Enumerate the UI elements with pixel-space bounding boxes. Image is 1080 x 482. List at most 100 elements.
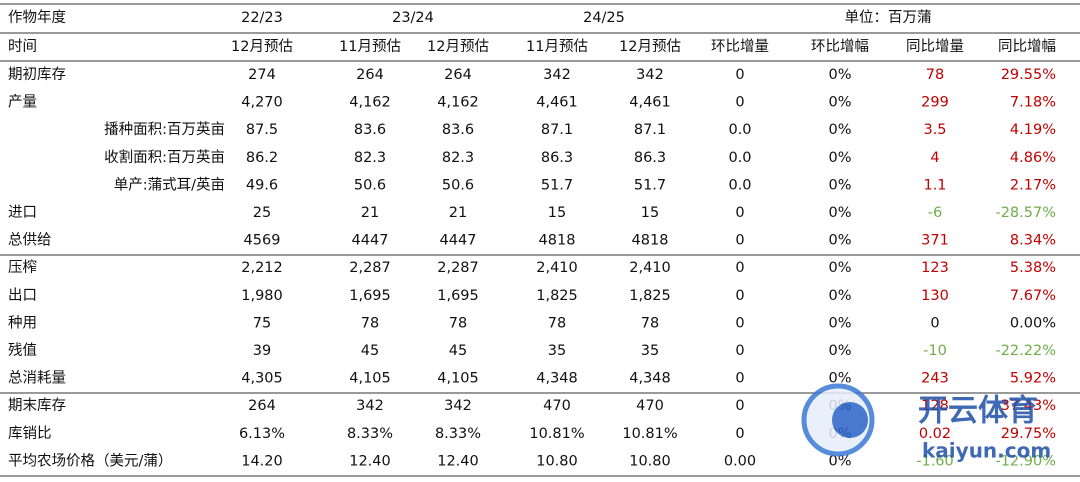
cell: 0.00 — [724, 453, 756, 469]
cell: 12.40 — [437, 453, 479, 469]
cell: 0.02 — [919, 426, 951, 442]
cell: 87.5 — [246, 122, 278, 138]
cell: 0% — [828, 453, 851, 469]
cell: 0 — [930, 315, 939, 331]
cell: 264 — [248, 398, 276, 414]
cell: 0 — [735, 343, 744, 359]
year: 22/23 — [241, 10, 283, 26]
cell: 0 — [735, 205, 744, 221]
cell: 51.7 — [541, 177, 573, 193]
cell: 87.1 — [541, 122, 573, 138]
cell: 0 — [735, 426, 744, 442]
cell: 3.5 — [923, 122, 946, 138]
cell: 87.1 — [634, 122, 666, 138]
cell: 37.43% — [1001, 398, 1056, 414]
cell: 1,980 — [241, 288, 283, 304]
cell: 4447 — [440, 233, 477, 249]
cell: 5.38% — [1010, 260, 1056, 276]
year: 24/25 — [583, 10, 625, 26]
cell: 21 — [449, 205, 467, 221]
cell: 82.3 — [442, 150, 474, 166]
cell: 78 — [548, 315, 566, 331]
cell: 2.17% — [1010, 177, 1056, 193]
cell: 86.3 — [541, 150, 573, 166]
cell: 342 — [356, 398, 384, 414]
row-label: 期初库存 — [8, 66, 66, 83]
cell: 1.1 — [923, 177, 946, 193]
cell: 4447 — [352, 233, 389, 249]
cell: 1,825 — [629, 288, 671, 304]
cell: 264 — [444, 67, 472, 83]
cell: 0% — [828, 205, 851, 221]
row-label: 出口 — [8, 287, 37, 304]
cell: 51.7 — [634, 177, 666, 193]
cell: 50.6 — [442, 177, 474, 193]
cell: -28.57% — [995, 205, 1056, 221]
row-label: 单产:蒲式耳/英亩 — [114, 175, 225, 193]
cell: 86.3 — [634, 150, 666, 166]
cell: 4.86% — [1010, 150, 1056, 166]
cell: 4,305 — [241, 371, 283, 387]
cell: 0 — [735, 315, 744, 331]
cell: 35 — [548, 343, 566, 359]
column-header: 同比增量 — [906, 38, 964, 55]
cell: 4818 — [632, 233, 669, 249]
column-header: 环比增幅 — [811, 38, 869, 55]
cell: 39 — [253, 343, 271, 359]
cell: 0% — [828, 177, 851, 193]
cell: 0% — [828, 343, 851, 359]
cell: 4,105 — [437, 371, 479, 387]
cell: 2,287 — [349, 260, 391, 276]
cell: 5.92% — [1010, 371, 1056, 387]
unit: 单位：百万蒲 — [845, 9, 932, 26]
cell: 0% — [828, 150, 851, 166]
column-header: 11月预估 — [339, 38, 401, 55]
cell: 0.0 — [728, 122, 751, 138]
cell: 2,287 — [437, 260, 479, 276]
watermark-site: kaiyun.com — [922, 439, 1051, 463]
cell: 21 — [361, 205, 379, 221]
cell: 2,410 — [629, 260, 671, 276]
header-title: 作物年度 — [8, 9, 66, 26]
cell: 4818 — [539, 233, 576, 249]
cell: 10.81% — [529, 426, 584, 442]
cell: 4,162 — [437, 95, 479, 111]
cell: 2,410 — [536, 260, 578, 276]
cell: 49.6 — [246, 177, 278, 193]
cell: 7.67% — [1010, 288, 1056, 304]
column-header: 12月预估 — [619, 38, 681, 55]
cell: 78 — [641, 315, 659, 331]
watermark-brand: 开云体育 — [918, 394, 1038, 429]
cell: 8.34% — [1010, 233, 1056, 249]
cell: 25 — [253, 205, 271, 221]
cell: 0 — [735, 67, 744, 83]
cell: 342 — [543, 67, 571, 83]
cell: 371 — [921, 233, 949, 249]
row-label: 进口 — [8, 204, 37, 221]
cell: 123 — [921, 260, 949, 276]
watermark: 开云体育 kaiyun.com — [801, 383, 1051, 463]
cell: 86.2 — [246, 150, 278, 166]
cell: 342 — [636, 67, 664, 83]
cell: 470 — [543, 398, 571, 414]
cell: 1,825 — [536, 288, 578, 304]
cell: 0 — [735, 371, 744, 387]
row-label: 总供给 — [8, 232, 52, 249]
cell: 1,695 — [349, 288, 391, 304]
cell: 78 — [449, 315, 467, 331]
row-label: 期末库存 — [8, 397, 66, 414]
cell: 50.6 — [354, 177, 386, 193]
cell: 0.00% — [1010, 315, 1056, 331]
row-label: 种用 — [8, 314, 37, 331]
cell: 0% — [828, 371, 851, 387]
cell: 10.80 — [629, 453, 671, 469]
cell: 299 — [921, 95, 949, 111]
column-header: 12月预估 — [427, 38, 489, 55]
cell: 0 — [735, 233, 744, 249]
cell: 10.80 — [536, 453, 578, 469]
cell: 45 — [361, 343, 379, 359]
row-label: 平均农场价格（美元/蒲） — [8, 452, 172, 469]
cell: 7.18% — [1010, 95, 1056, 111]
cell: 35 — [641, 343, 659, 359]
cell: 0% — [828, 288, 851, 304]
